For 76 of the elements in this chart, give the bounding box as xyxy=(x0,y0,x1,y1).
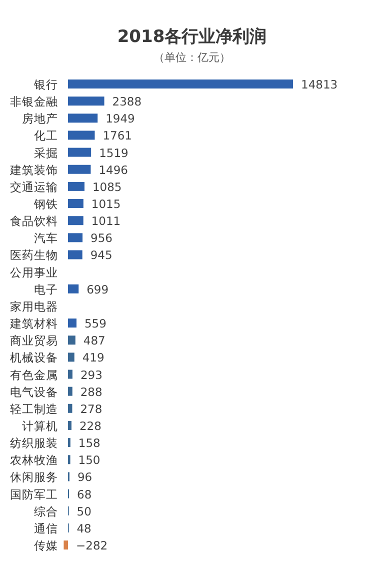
bar xyxy=(68,148,92,157)
data-label: 956 xyxy=(90,231,112,246)
bar xyxy=(68,250,82,260)
y-tick-label: 传媒 xyxy=(34,538,58,552)
y-tick-label: 家用电器 xyxy=(10,299,58,314)
data-label: 1519 xyxy=(99,146,128,160)
bar xyxy=(68,96,104,106)
data-label: −282 xyxy=(76,538,108,552)
y-tick-label: 医药生物 xyxy=(10,248,58,262)
bar xyxy=(68,182,84,191)
y-tick-label: 汽车 xyxy=(34,231,58,246)
y-tick-label: 轻工制造 xyxy=(10,402,58,416)
y-tick-label: 食品饮料 xyxy=(10,214,58,228)
bar xyxy=(68,164,91,174)
bar xyxy=(68,233,83,242)
data-label: 48 xyxy=(76,521,92,536)
data-label: 96 xyxy=(77,470,92,484)
bar xyxy=(68,370,72,379)
data-label: 945 xyxy=(90,248,112,262)
y-tick-label: 休闲服务 xyxy=(10,470,58,484)
data-label: 1949 xyxy=(106,112,135,126)
bar xyxy=(68,114,98,123)
y-tick-label: 银行 xyxy=(33,78,58,92)
data-label: 699 xyxy=(86,282,109,296)
bar xyxy=(68,130,95,140)
data-label: 1085 xyxy=(92,180,122,194)
data-label: 50 xyxy=(76,504,92,518)
data-label: 419 xyxy=(82,350,104,365)
y-tick-label: 公用事业 xyxy=(10,265,58,280)
y-tick-label: 纺织服装 xyxy=(10,436,58,450)
bar xyxy=(68,216,84,226)
data-label: 1015 xyxy=(91,197,121,212)
y-tick-label: 采掘 xyxy=(34,146,58,160)
y-tick-label: 通信 xyxy=(34,521,58,536)
data-label: 559 xyxy=(84,316,106,331)
bar xyxy=(68,336,76,345)
bar xyxy=(68,404,72,413)
bar xyxy=(68,318,76,328)
data-label: 1011 xyxy=(91,214,121,228)
data-label: 2388 xyxy=(112,94,142,109)
y-tick-label: 有色金属 xyxy=(10,368,58,382)
bar xyxy=(68,80,293,88)
data-label: 1496 xyxy=(98,162,128,177)
data-label: 288 xyxy=(80,384,102,399)
y-tick-label: 化工 xyxy=(34,128,58,143)
data-label: 278 xyxy=(80,402,102,416)
chart-subtitle: （单位：亿元） xyxy=(154,51,230,64)
bar xyxy=(68,386,72,396)
y-tick-label: 商业贸易 xyxy=(10,334,58,348)
chart-title: 2018各行业净利润 xyxy=(117,27,267,47)
y-tick-label: 农林牧渔 xyxy=(10,453,58,468)
y-tick-label: 交通运输 xyxy=(10,180,58,194)
data-label: 150 xyxy=(78,453,100,468)
y-tick-label: 非银金融 xyxy=(10,94,58,109)
bar xyxy=(68,420,72,430)
y-tick-label: 国防军工 xyxy=(10,487,58,502)
data-label: 228 xyxy=(79,418,102,433)
y-tick-label: 建筑材料 xyxy=(9,316,58,331)
bar xyxy=(64,540,68,550)
y-tick-label: 电子 xyxy=(34,282,58,296)
data-label: 1761 xyxy=(102,128,132,143)
y-tick-label: 综合 xyxy=(34,504,58,518)
y-tick-label: 机械设备 xyxy=(10,350,58,365)
y-tick-label: 计算机 xyxy=(22,418,58,433)
data-label: 293 xyxy=(80,368,102,382)
bar xyxy=(68,199,84,208)
data-label: 158 xyxy=(78,436,100,450)
y-tick-label: 钢铁 xyxy=(33,197,58,212)
y-tick-label: 建筑装饰 xyxy=(9,162,58,177)
data-label: 14813 xyxy=(301,78,338,92)
bar xyxy=(68,352,74,362)
y-tick-label: 房地产 xyxy=(22,112,58,126)
bar xyxy=(68,284,79,294)
data-label: 68 xyxy=(77,487,92,502)
data-label: 487 xyxy=(83,334,106,348)
y-tick-label: 电气设备 xyxy=(10,384,58,399)
